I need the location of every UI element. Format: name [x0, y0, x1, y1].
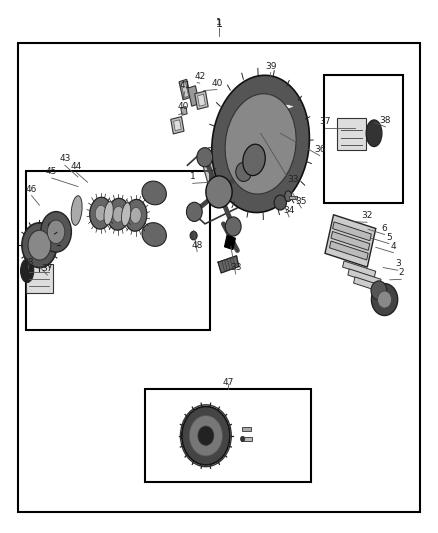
Text: 32: 32	[361, 212, 373, 220]
Text: 6: 6	[381, 224, 388, 232]
Bar	[198, 94, 205, 106]
Ellipse shape	[22, 223, 57, 268]
Ellipse shape	[189, 416, 223, 456]
Text: 38: 38	[23, 258, 34, 266]
Ellipse shape	[236, 162, 251, 181]
Ellipse shape	[371, 284, 398, 316]
Text: 39: 39	[265, 62, 276, 70]
Text: 43: 43	[59, 155, 71, 163]
Ellipse shape	[274, 195, 286, 210]
Text: 38: 38	[380, 116, 391, 125]
Ellipse shape	[90, 197, 112, 229]
Ellipse shape	[197, 148, 213, 167]
Ellipse shape	[187, 203, 202, 222]
Text: 48: 48	[191, 241, 203, 249]
Bar	[332, 222, 371, 241]
Bar	[224, 236, 236, 249]
Text: 1: 1	[215, 19, 223, 29]
Bar	[353, 277, 387, 294]
Text: 33: 33	[287, 175, 298, 183]
Ellipse shape	[378, 291, 392, 308]
Bar	[26, 171, 210, 330]
Bar	[337, 118, 365, 150]
Ellipse shape	[198, 426, 214, 446]
Text: 35: 35	[296, 197, 307, 206]
Bar	[145, 389, 311, 482]
Ellipse shape	[28, 230, 51, 260]
Ellipse shape	[142, 181, 166, 205]
Text: 37: 37	[319, 117, 331, 126]
Bar	[171, 117, 184, 134]
Bar	[173, 120, 181, 131]
Ellipse shape	[237, 101, 302, 112]
Text: 45: 45	[46, 167, 57, 176]
Text: 40: 40	[177, 102, 189, 111]
Text: 37: 37	[42, 264, 53, 273]
Ellipse shape	[21, 259, 34, 282]
Ellipse shape	[121, 203, 131, 226]
Ellipse shape	[95, 205, 106, 221]
Text: 33: 33	[230, 263, 241, 272]
Bar	[26, 264, 53, 293]
Text: 1: 1	[190, 173, 196, 181]
Ellipse shape	[104, 201, 113, 225]
Ellipse shape	[71, 196, 82, 225]
Polygon shape	[201, 149, 237, 192]
Text: 5: 5	[386, 233, 392, 241]
Bar	[331, 231, 370, 251]
Ellipse shape	[225, 94, 296, 194]
Bar	[18, 43, 420, 512]
Bar	[179, 79, 191, 100]
Bar	[195, 91, 208, 109]
Bar	[324, 75, 403, 203]
Ellipse shape	[47, 220, 65, 244]
Ellipse shape	[125, 199, 147, 231]
Text: 3: 3	[395, 260, 401, 268]
Bar	[181, 107, 187, 115]
Ellipse shape	[113, 206, 124, 222]
Bar	[242, 427, 251, 432]
Ellipse shape	[240, 436, 245, 441]
Ellipse shape	[225, 217, 241, 236]
Ellipse shape	[366, 120, 382, 147]
Ellipse shape	[107, 198, 129, 230]
Text: 4: 4	[391, 242, 396, 251]
Bar	[289, 196, 297, 199]
Polygon shape	[218, 256, 239, 273]
Ellipse shape	[285, 191, 292, 201]
Ellipse shape	[182, 406, 230, 465]
Text: 46: 46	[26, 185, 37, 193]
Text: 42: 42	[194, 72, 205, 81]
Ellipse shape	[206, 176, 232, 208]
Ellipse shape	[130, 207, 141, 223]
Bar	[325, 215, 376, 267]
Bar	[241, 437, 252, 441]
Bar	[348, 269, 381, 286]
Ellipse shape	[245, 103, 293, 110]
Ellipse shape	[212, 75, 309, 213]
Bar	[188, 86, 199, 106]
Bar	[181, 82, 188, 98]
Bar	[343, 261, 376, 278]
Ellipse shape	[190, 231, 197, 240]
Ellipse shape	[41, 212, 71, 252]
Text: 36: 36	[314, 145, 325, 154]
Bar	[329, 241, 368, 260]
Text: 34: 34	[283, 206, 295, 215]
Text: 40: 40	[211, 79, 223, 87]
Text: 2: 2	[399, 269, 404, 277]
Text: 1: 1	[216, 18, 222, 27]
Text: 44: 44	[71, 162, 82, 171]
Ellipse shape	[142, 223, 166, 246]
Ellipse shape	[371, 281, 387, 300]
Text: 41: 41	[179, 81, 191, 90]
Text: 47: 47	[222, 378, 233, 387]
Ellipse shape	[243, 144, 265, 175]
